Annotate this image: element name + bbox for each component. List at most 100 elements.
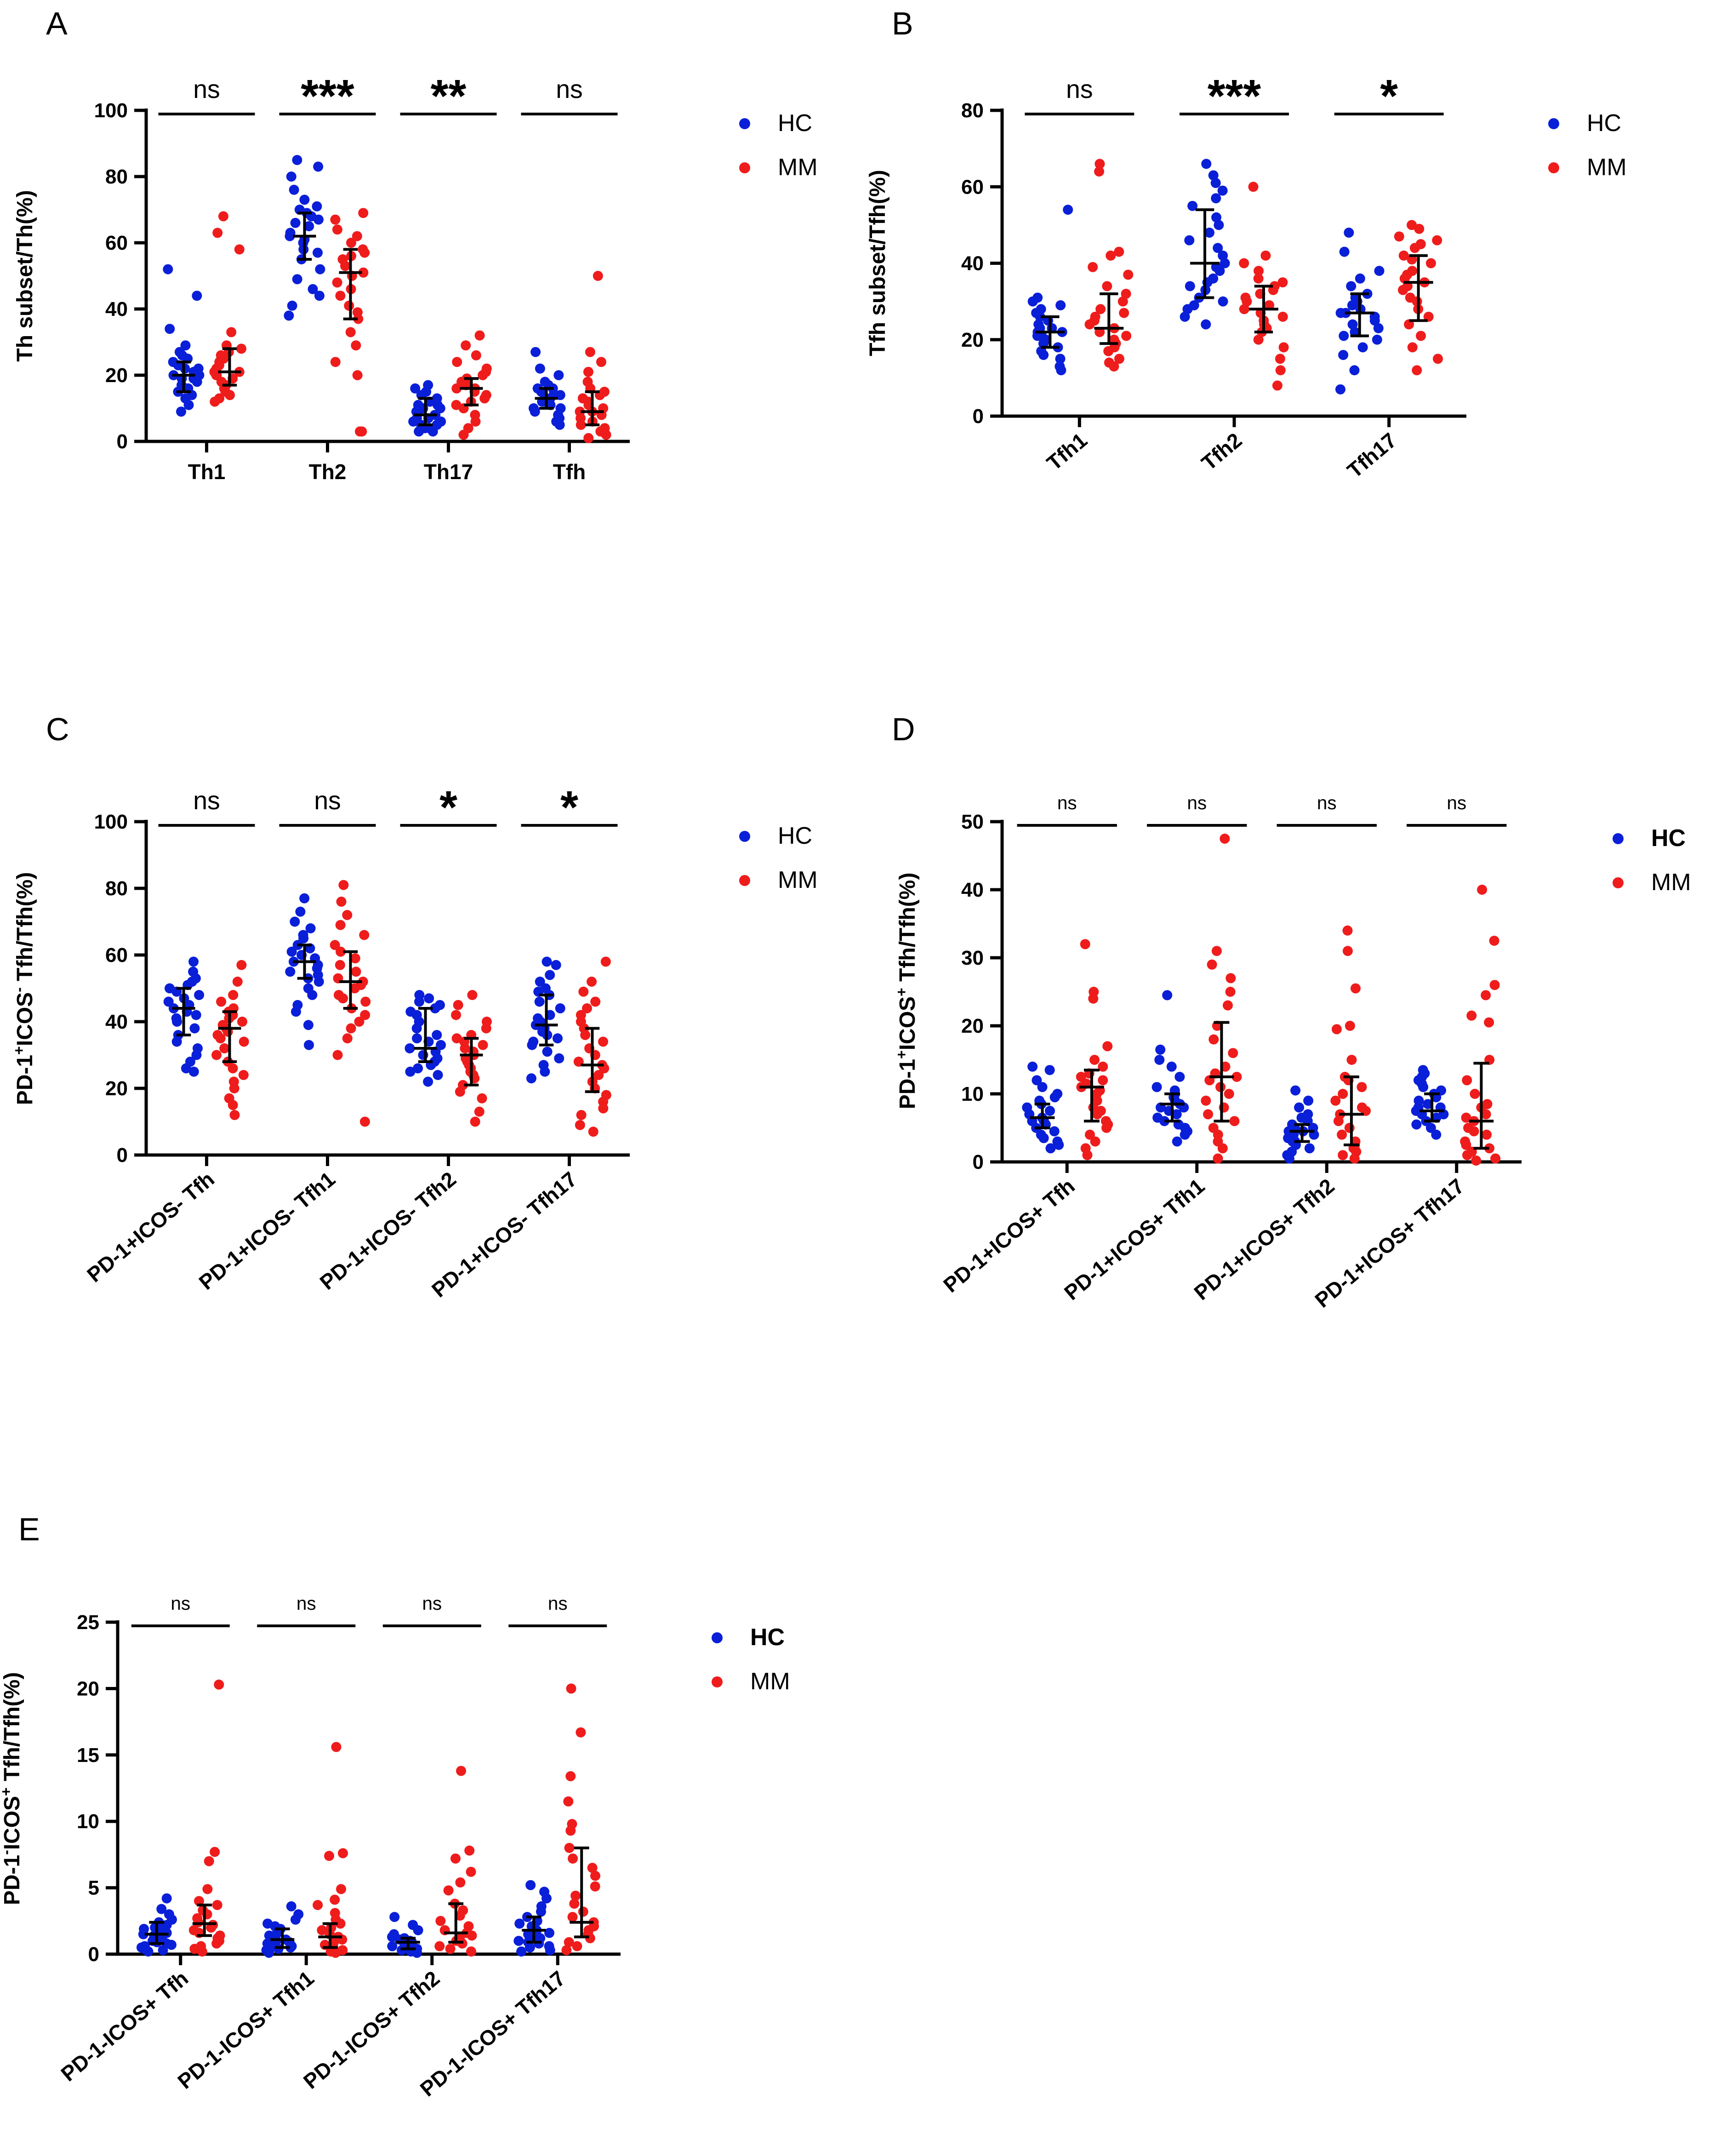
data-point-mm (335, 1918, 346, 1929)
data-point-hc (1304, 1143, 1315, 1154)
data-point-mm (561, 1945, 572, 1956)
data-point-hc (530, 347, 541, 357)
data-point-mm (474, 1106, 484, 1117)
data-point-hc (287, 300, 297, 311)
data-point-mm (1350, 983, 1361, 994)
data-point-mm (1278, 342, 1289, 353)
data-point-mm (1094, 159, 1105, 169)
data-point-mm (360, 1010, 370, 1020)
data-point-mm (352, 370, 363, 380)
data-point-hc (1220, 258, 1230, 269)
data-point-mm (344, 300, 354, 311)
data-point-mm (578, 1906, 588, 1917)
data-point-hc (163, 264, 173, 275)
legend-label-mm: MM (778, 867, 818, 893)
data-point-hc (1211, 212, 1222, 223)
data-point-hc (1038, 350, 1049, 360)
y-tick-label: 20 (105, 364, 128, 387)
significance-label: * (560, 782, 578, 833)
data-point-mm (467, 1930, 477, 1941)
legend-label-mm: MM (778, 154, 818, 181)
x-category-label: PD-1+ICOS- Tfh (82, 1167, 219, 1287)
data-point-mm (1484, 1143, 1495, 1154)
significance-label: * (1380, 71, 1398, 122)
data-point-hc (1162, 990, 1173, 1001)
data-point-mm (1101, 1123, 1112, 1133)
data-point-mm (564, 1842, 575, 1853)
data-point-mm (358, 267, 369, 278)
data-point-hc (143, 1946, 154, 1957)
data-point-mm (346, 238, 356, 248)
data-point-mm (1337, 1129, 1347, 1140)
data-point-mm (1088, 262, 1098, 272)
data-point-mm (572, 1941, 582, 1951)
legend-marker-hc (1548, 118, 1559, 129)
y-tick-label: 20 (961, 1015, 984, 1037)
data-point-hc (299, 893, 310, 904)
data-point-hc (535, 977, 545, 987)
y-axis-title: Tfh subset/Tfh(%) (866, 170, 890, 356)
data-point-hc (1201, 159, 1212, 169)
significance-label: *** (1208, 71, 1261, 122)
data-point-hc (290, 1914, 301, 1925)
data-point-mm (359, 247, 370, 258)
data-point-mm (1277, 277, 1288, 288)
data-point-mm (351, 340, 361, 351)
y-axis-title-part: - (0, 1850, 14, 1855)
data-point-mm (456, 1766, 467, 1776)
data-point-hc (188, 956, 199, 967)
data-point-mm (1394, 231, 1404, 242)
data-point-mm (576, 420, 586, 430)
legend-label-hc: HC (778, 823, 812, 849)
data-point-mm (212, 1900, 222, 1910)
data-point-hc (1347, 300, 1357, 310)
data-point-mm (1098, 1075, 1108, 1086)
data-point-hc (304, 221, 314, 231)
data-point-mm (583, 366, 593, 377)
data-point-hc (1045, 1143, 1056, 1154)
data-point-hc (1154, 1055, 1165, 1065)
data-point-mm (210, 396, 220, 407)
data-point-mm (360, 996, 371, 1007)
data-point-mm (212, 228, 223, 238)
data-point-hc (191, 1010, 201, 1020)
data-point-hc (1204, 228, 1214, 238)
y-tick-label: 60 (105, 944, 128, 966)
y-tick-label: 20 (105, 1077, 128, 1100)
data-point-mm (210, 1847, 220, 1857)
data-point-mm (1089, 1055, 1100, 1065)
data-point-mm (194, 1896, 204, 1906)
data-point-hc (295, 906, 306, 917)
data-point-mm (467, 990, 478, 1000)
data-point-mm (1220, 834, 1230, 844)
significance-label: ns (171, 1593, 190, 1614)
data-point-mm (565, 1771, 576, 1782)
data-point-hc (1290, 1085, 1301, 1096)
data-point-hc (405, 1043, 415, 1053)
data-point-mm (335, 920, 346, 930)
data-point-mm (1484, 1017, 1494, 1028)
data-point-mm (1253, 273, 1264, 284)
data-point-mm (1470, 1089, 1480, 1099)
data-point-mm (576, 1110, 587, 1120)
data-point-mm (580, 1030, 591, 1040)
data-point-mm (1461, 1140, 1471, 1150)
data-point-mm (211, 1938, 222, 1949)
data-point-hc (389, 1912, 400, 1922)
data-point-hc (189, 1023, 200, 1034)
data-point-hc (1349, 365, 1360, 376)
significance-label: ** (431, 71, 467, 122)
data-point-hc (1184, 235, 1195, 246)
data-point-mm (582, 1003, 593, 1013)
y-axis-title-part: PD-1 (13, 1055, 37, 1105)
data-point-mm (578, 986, 589, 997)
x-category-label: Tfh (553, 460, 586, 484)
y-tick-label: 40 (105, 298, 128, 320)
data-point-hc (1213, 243, 1223, 253)
y-tick-label: 40 (961, 879, 984, 901)
significance-label: * (439, 782, 457, 833)
data-point-mm (228, 1063, 238, 1074)
data-point-hc (545, 970, 555, 980)
significance-label: ns (1057, 792, 1077, 813)
data-point-hc (424, 993, 434, 1004)
